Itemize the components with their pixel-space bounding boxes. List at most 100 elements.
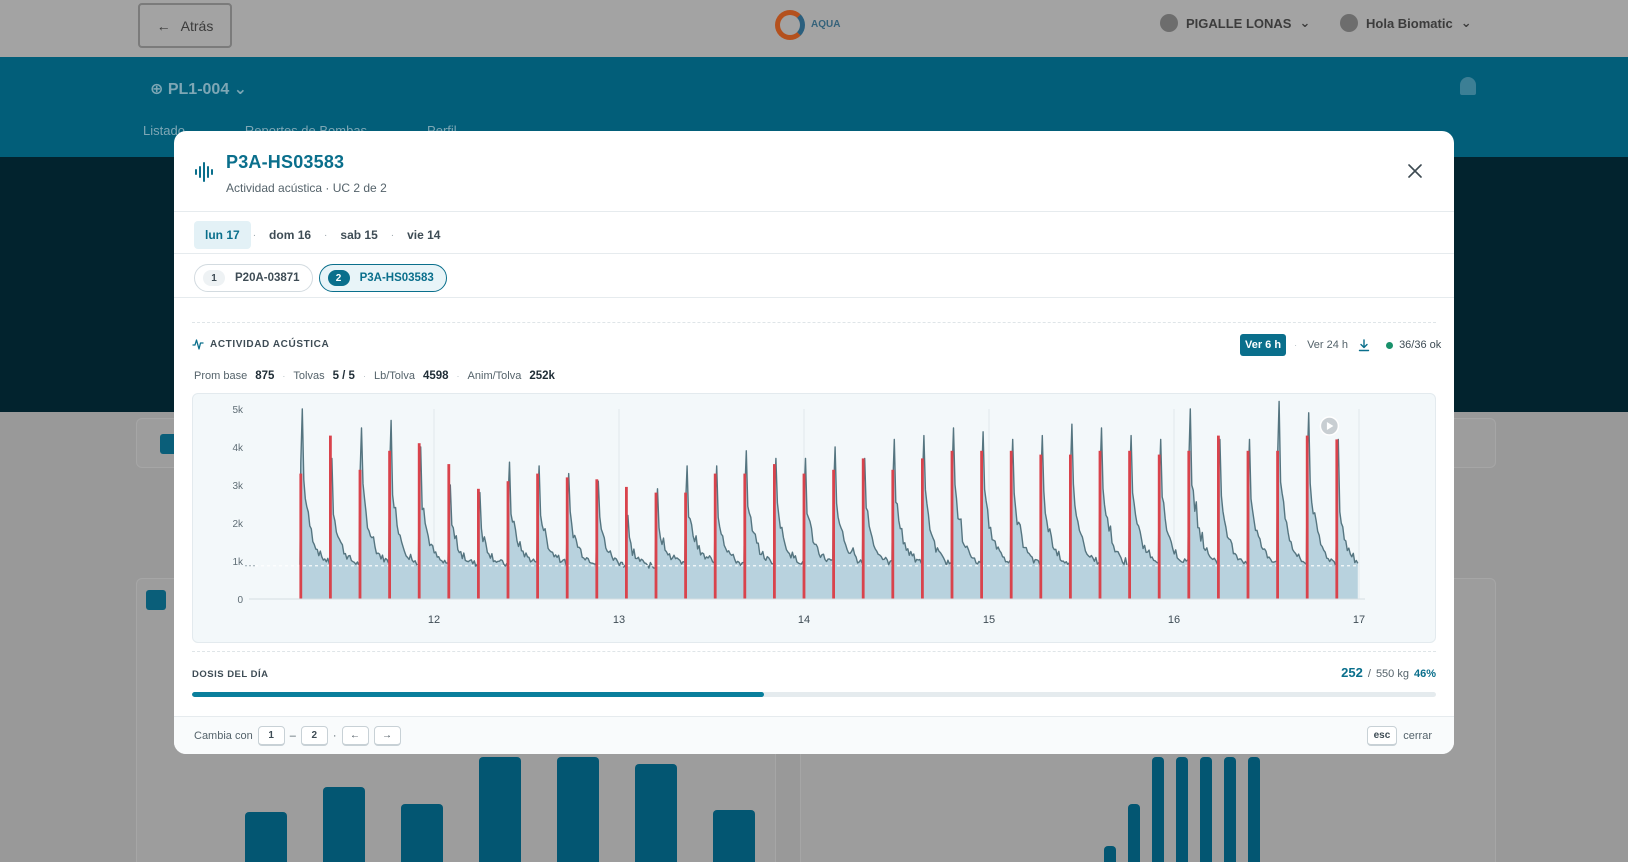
dashed-divider	[192, 651, 1436, 652]
dose-marker	[1335, 439, 1339, 599]
pulse-icon	[192, 339, 204, 350]
dose-marker	[536, 473, 539, 599]
dose-marker	[1009, 450, 1013, 599]
dose-marker	[358, 469, 362, 599]
dose-label: DOSIS DEL DÍA	[192, 669, 269, 680]
dose-marker	[506, 481, 510, 599]
control-separator: ·	[1294, 340, 1298, 350]
bg-bar	[245, 812, 287, 862]
back-button[interactable]: ← Atrás	[138, 3, 232, 48]
acoustic-chart[interactable]: 0 1k 2k 3k 4k 5k 12 13 14 15 16 17	[192, 393, 1436, 643]
stat-tolvas-value: 5 / 5	[332, 370, 355, 382]
divider	[174, 253, 1454, 254]
arrow-left-icon: ←	[156, 17, 171, 34]
key-1[interactable]: 1	[257, 726, 285, 746]
dose-marker	[595, 479, 599, 599]
stat-prom-base-label: Prom base	[194, 370, 248, 382]
x-tick-label: 13	[613, 614, 625, 626]
signal-area	[300, 401, 1358, 599]
divider	[174, 297, 1454, 298]
bg-bar	[1248, 757, 1260, 862]
dose-marker	[1305, 435, 1309, 599]
user-menu[interactable]: Hola Biomatic ⌄	[1340, 14, 1472, 32]
modal-footer: Cambia con 1 – 2 · ← → esc cerrar	[174, 716, 1454, 754]
bg-bar	[1224, 757, 1236, 862]
y-tick-label: 4k	[232, 443, 244, 454]
key-2[interactable]: 2	[300, 726, 328, 746]
y-tick-label: 1k	[232, 557, 244, 568]
unit-chip-2[interactable]: 2 P3A-HS03583	[318, 264, 447, 292]
dose-amount: 252	[1341, 665, 1363, 680]
chevron-down-icon: ⌄	[1460, 15, 1472, 30]
bg-bar	[323, 787, 365, 862]
stat-tolvas-label: Tolvas	[293, 370, 325, 382]
unit-selector: 1 P20A-03871 2 P3A-HS03583	[194, 264, 447, 292]
bg-bar	[635, 764, 677, 862]
farm-selector[interactable]: PIGALLE LONAS ⌄	[1160, 14, 1310, 32]
dose-marker	[565, 477, 569, 599]
hint-dash: –	[289, 730, 296, 742]
location-icon	[1160, 14, 1178, 32]
acoustic-chart-svg: 0 1k 2k 3k 4k 5k 12 13 14 15 16 17	[232, 400, 1365, 626]
x-tick-label: 12	[428, 614, 440, 626]
dose-marker	[713, 473, 717, 599]
card-badge	[146, 590, 166, 610]
modal-title: P3A-HS03583	[226, 152, 345, 172]
unit-chip-1[interactable]: 1 P20A-03871	[194, 264, 313, 292]
stat-lb-tolva-label: Lb/Tolva	[373, 370, 415, 382]
avatar	[1340, 14, 1358, 32]
dose-separator: /	[1367, 668, 1371, 680]
dose-marker	[1098, 450, 1102, 599]
dose-percent: 46%	[1413, 668, 1436, 680]
keyboard-hint: Cambia con 1 – 2 · ← →	[194, 726, 401, 746]
dose-marker	[950, 450, 954, 599]
bell-icon[interactable]	[1460, 77, 1476, 95]
unit-number: 1	[203, 270, 225, 286]
view-24h-button[interactable]: Ver 24 h	[1307, 339, 1349, 351]
dose-marker	[329, 435, 332, 599]
key-arrow-right[interactable]: →	[373, 726, 401, 746]
y-tick-label: 5k	[232, 405, 244, 416]
nav-item[interactable]: Listado	[143, 123, 185, 138]
status-badge: 36/36 ok	[1386, 339, 1441, 351]
dose-marker	[654, 492, 658, 599]
dose-marker	[1128, 450, 1131, 599]
status-dot-icon	[1386, 341, 1394, 349]
dose-marker	[477, 488, 480, 599]
hint-dot: ·	[332, 730, 337, 742]
dashed-divider	[192, 322, 1436, 323]
dose-marker	[388, 450, 391, 599]
pool-title[interactable]: ⊕ PL1-004 ⌄	[150, 81, 248, 98]
tab-day-dom-16[interactable]: dom 16	[269, 228, 312, 242]
dose-marker	[684, 492, 687, 599]
bg-bar	[1176, 757, 1188, 862]
tab-day-sab-15[interactable]: sab 15	[340, 228, 378, 242]
esc-key[interactable]: esc	[1366, 726, 1398, 746]
x-tick-label: 17	[1353, 614, 1365, 626]
dose-marker	[1157, 454, 1161, 599]
dose-marker	[861, 458, 865, 599]
dose-marker	[1246, 450, 1250, 599]
bg-bar	[1152, 757, 1164, 862]
key-arrow-left[interactable]: ←	[341, 726, 369, 746]
download-icon[interactable]	[1358, 338, 1370, 352]
close-label[interactable]: cerrar	[1403, 730, 1432, 742]
dose-marker	[1187, 450, 1191, 599]
bg-bar	[557, 757, 599, 862]
dose-marker	[447, 464, 451, 599]
y-tick-label: 2k	[232, 519, 244, 530]
view-6h-button[interactable]: Ver 6 h	[1240, 334, 1287, 356]
day-tabs: lun 17 · dom 16 · sab 15 · vie 14	[194, 221, 451, 249]
dose-marker	[891, 469, 895, 599]
bg-bar	[713, 810, 755, 862]
tab-separator: ·	[324, 229, 328, 241]
tab-separator: ·	[390, 229, 395, 241]
dose-marker	[921, 458, 924, 599]
tab-day-vie-14[interactable]: vie 14	[407, 228, 441, 242]
modal-subtitle: Actividad acústica · UC 2 de 2	[226, 181, 387, 195]
tab-day-lun-17[interactable]: lun 17	[194, 221, 251, 249]
dose-marker	[802, 473, 806, 599]
close-button[interactable]	[1404, 160, 1426, 182]
bg-bar	[479, 757, 521, 862]
stats-row: Prom base 875 · Tolvas 5 / 5 · Lb/Tolva …	[194, 370, 555, 382]
